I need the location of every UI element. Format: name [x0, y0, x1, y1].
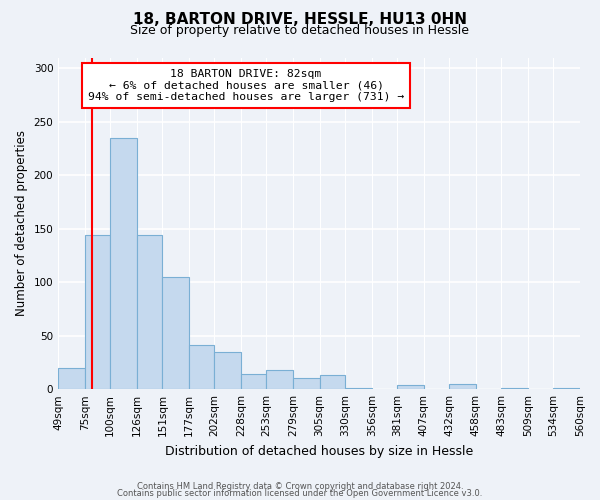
Y-axis label: Number of detached properties: Number of detached properties [15, 130, 28, 316]
Bar [110, 138, 137, 389]
Text: 18 BARTON DRIVE: 82sqm
← 6% of detached houses are smaller (46)
94% of semi-deta: 18 BARTON DRIVE: 82sqm ← 6% of detached … [88, 69, 404, 102]
Bar [189, 346, 214, 389]
Bar [241, 374, 266, 389]
Bar [137, 235, 163, 389]
Bar [85, 235, 110, 389]
Bar [163, 277, 189, 389]
Bar [320, 376, 345, 389]
Bar [397, 385, 424, 389]
Text: Contains public sector information licensed under the Open Government Licence v3: Contains public sector information licen… [118, 490, 482, 498]
Bar [502, 388, 528, 389]
Bar [58, 368, 85, 389]
X-axis label: Distribution of detached houses by size in Hessle: Distribution of detached houses by size … [165, 444, 473, 458]
Bar [449, 384, 476, 389]
Bar [553, 388, 580, 389]
Bar [214, 352, 241, 389]
Bar [266, 370, 293, 389]
Text: 18, BARTON DRIVE, HESSLE, HU13 0HN: 18, BARTON DRIVE, HESSLE, HU13 0HN [133, 12, 467, 28]
Bar [293, 378, 320, 389]
Bar [345, 388, 371, 389]
Text: Size of property relative to detached houses in Hessle: Size of property relative to detached ho… [131, 24, 470, 37]
Text: Contains HM Land Registry data © Crown copyright and database right 2024.: Contains HM Land Registry data © Crown c… [137, 482, 463, 491]
